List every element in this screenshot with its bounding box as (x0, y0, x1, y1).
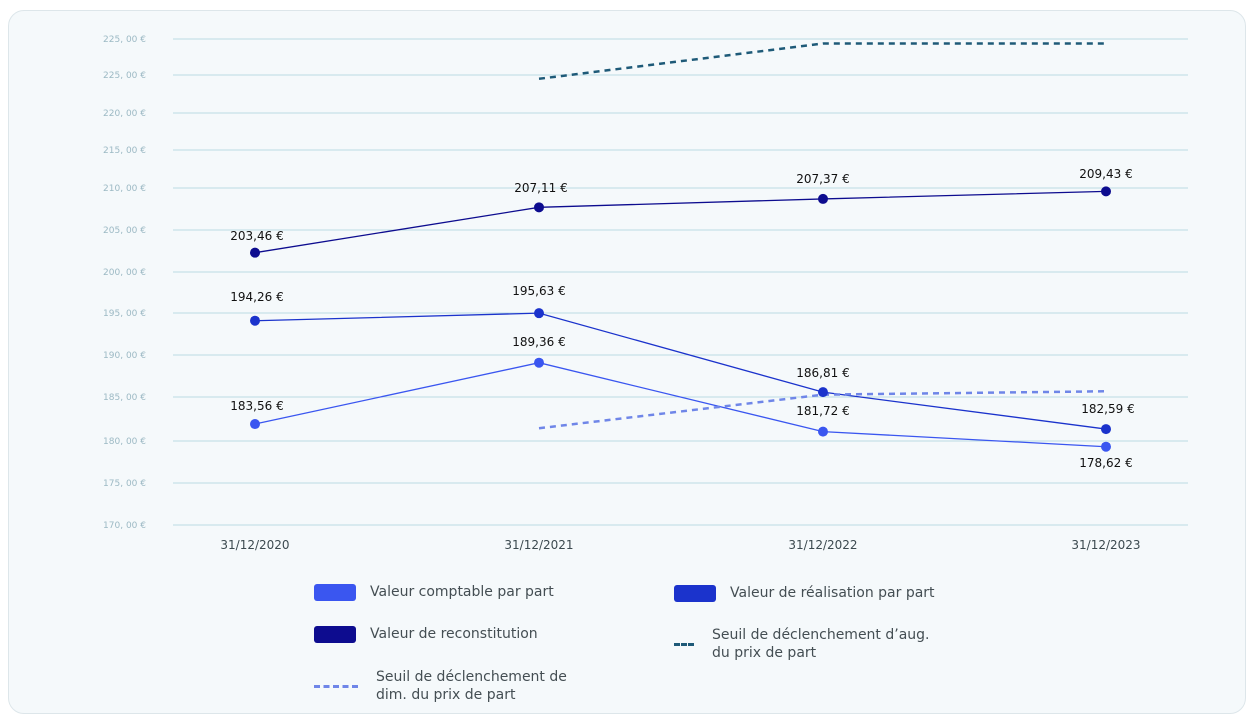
data-point (1101, 186, 1111, 197)
y-tick-label: 185, 00 € (103, 393, 146, 403)
data-label: 207,37 € (796, 172, 849, 186)
data-point (1101, 441, 1111, 452)
data-label: 207,11 € (514, 181, 567, 195)
data-point (818, 193, 828, 204)
series-line-4 (538, 42, 1106, 81)
data-label: 194,26 € (230, 290, 283, 304)
data-label: 178,62 € (1079, 456, 1132, 470)
data-point (250, 419, 260, 430)
y-tick-label: 170, 00 € (103, 521, 146, 531)
y-tick-label: 190, 00 € (103, 351, 146, 361)
series-line-1 (254, 190, 1107, 254)
x-tick-label: 31/12/2022 (788, 538, 857, 552)
series-line-5 (538, 390, 1107, 430)
x-tick-label: 31/12/2020 (220, 538, 289, 552)
chart-card (8, 10, 1246, 714)
data-label: 209,43 € (1079, 167, 1132, 181)
line-chart: 225, 00 € 225, 00 € 220, 00 € 215, 00 € 210,… (103, 35, 1188, 552)
data-point (534, 308, 544, 319)
data-point (534, 357, 544, 368)
data-label: 181,72 € (796, 404, 849, 418)
y-tick-label: 205, 00 € (103, 226, 146, 236)
data-point (818, 387, 828, 398)
data-point (534, 202, 544, 213)
y-tick-label: 200, 00 € (103, 268, 146, 278)
data-point (818, 426, 828, 437)
data-point (1101, 424, 1111, 435)
data-label: 182,59 € (1081, 402, 1134, 416)
series-line-2 (254, 312, 1107, 430)
data-label: 189,36 € (512, 335, 565, 349)
data-label: 183,56 € (230, 399, 283, 413)
x-tick-label: 31/12/2023 (1071, 538, 1140, 552)
y-tick-label: 220, 00 € (103, 109, 146, 119)
y-tick-label: 215, 00 € (103, 146, 146, 156)
data-point (250, 315, 260, 326)
data-label: 203,46 € (230, 229, 283, 243)
y-tick-label: 210, 00 € (103, 184, 146, 194)
x-tick-label: 31/12/2021 (504, 538, 573, 552)
y-tick-label: 225, 00 € (103, 35, 146, 45)
y-tick-label: 225, 00 € (103, 71, 146, 81)
y-tick-label: 175, 00 € (103, 479, 146, 489)
y-tick-label: 195, 00 € (103, 309, 146, 319)
data-point (250, 247, 260, 258)
data-label: 195,63 € (512, 284, 565, 298)
data-label: 186,81 € (796, 366, 849, 380)
y-tick-label: 180, 00 € (103, 437, 146, 447)
series-line-3 (254, 362, 1107, 448)
